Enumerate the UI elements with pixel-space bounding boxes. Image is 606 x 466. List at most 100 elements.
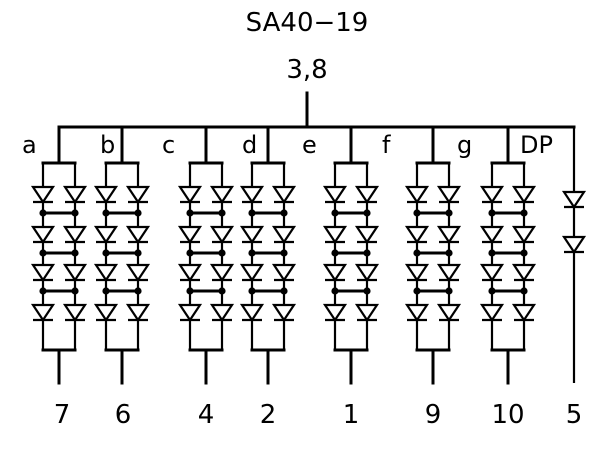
junction-dot	[134, 249, 142, 257]
junction-dot	[520, 287, 528, 295]
segment-label-a: a	[22, 131, 37, 159]
junction-dot	[71, 287, 79, 295]
junction-dot	[331, 209, 339, 217]
diode-body	[30, 225, 56, 244]
led-diode	[354, 225, 380, 244]
diode-body	[479, 263, 505, 282]
diode-body	[30, 263, 56, 282]
junction-dot	[39, 249, 47, 257]
diode-body	[239, 263, 265, 282]
diode-body	[62, 185, 88, 204]
segment-label: d	[242, 131, 257, 159]
diode-body	[93, 185, 119, 204]
segment-label: c	[162, 131, 175, 159]
led-diode	[322, 185, 348, 204]
led-diode	[322, 263, 348, 282]
led-diode	[354, 303, 380, 322]
segment-dp-group	[561, 127, 587, 383]
diode-body	[354, 303, 380, 322]
diode-body	[30, 185, 56, 204]
diode-body	[209, 303, 235, 322]
led-diode	[479, 263, 505, 282]
junction-dot	[331, 287, 339, 295]
pin-number: 1	[343, 400, 360, 430]
diode-body	[436, 303, 462, 322]
diode-body	[125, 263, 151, 282]
led-diode	[404, 185, 430, 204]
junction-dot	[134, 287, 142, 295]
segment-label: DP	[520, 131, 553, 159]
junction-dot	[248, 209, 256, 217]
led-diode	[436, 263, 462, 282]
led-diode	[62, 263, 88, 282]
segment-6-group	[404, 125, 462, 385]
diode-body	[239, 225, 265, 244]
led-diode	[354, 263, 380, 282]
diode-body	[511, 185, 537, 204]
junction-dot	[445, 287, 453, 295]
segment-label-d: d	[242, 131, 257, 159]
led-diode	[93, 185, 119, 204]
segment-label: b	[100, 131, 115, 159]
pin-number: 7	[54, 400, 71, 430]
diode-body	[209, 185, 235, 204]
junction-dot	[102, 209, 110, 217]
junction-dot	[186, 209, 194, 217]
led-diode	[93, 263, 119, 282]
segment-label-f: f	[382, 131, 391, 159]
led-diode	[239, 185, 265, 204]
segment-label: a	[22, 131, 37, 159]
diode-body	[404, 225, 430, 244]
junction-dot	[186, 287, 194, 295]
segment-5-group	[322, 125, 380, 385]
diode-body	[271, 263, 297, 282]
led-diode	[209, 225, 235, 244]
segment-label-e: e	[302, 131, 317, 159]
pin-number: 4	[198, 400, 215, 430]
led-diode	[436, 225, 462, 244]
junction-dot	[363, 249, 371, 257]
diode-body	[93, 263, 119, 282]
led-diode	[239, 303, 265, 322]
diode-body	[322, 263, 348, 282]
pin-number: 9	[425, 400, 442, 430]
junction-dot	[102, 249, 110, 257]
led-diode	[479, 185, 505, 204]
led-diode	[93, 225, 119, 244]
junction-dot	[248, 249, 256, 257]
segment-4-group	[239, 125, 297, 385]
led-diode	[209, 263, 235, 282]
led-diode	[479, 225, 505, 244]
diode-body	[511, 263, 537, 282]
diode-body	[62, 303, 88, 322]
led-diode	[271, 185, 297, 204]
junction-dot	[363, 209, 371, 217]
led-diode	[511, 263, 537, 282]
junction-dot	[363, 287, 371, 295]
junction-dot	[488, 209, 496, 217]
pin-number: 6	[115, 400, 132, 430]
diode-body	[561, 190, 587, 209]
segment-label-dp: DP	[520, 131, 553, 159]
diode-body	[271, 303, 297, 322]
segment-label: g	[457, 131, 472, 159]
diode-body	[62, 263, 88, 282]
diode-body	[354, 185, 380, 204]
junction-dot	[71, 209, 79, 217]
diode-body	[93, 303, 119, 322]
diode-body	[561, 235, 587, 254]
diode-body	[177, 303, 203, 322]
led-diode	[62, 225, 88, 244]
diode-body	[177, 263, 203, 282]
led-diode	[561, 190, 587, 209]
diode-body	[479, 225, 505, 244]
diode-body	[354, 225, 380, 244]
led-diode	[404, 303, 430, 322]
diode-body	[479, 185, 505, 204]
diode-body	[479, 303, 505, 322]
led-diode	[436, 303, 462, 322]
common-pin-label: 3,8	[286, 55, 327, 85]
led-diode	[125, 263, 151, 282]
junction-dot	[520, 209, 528, 217]
